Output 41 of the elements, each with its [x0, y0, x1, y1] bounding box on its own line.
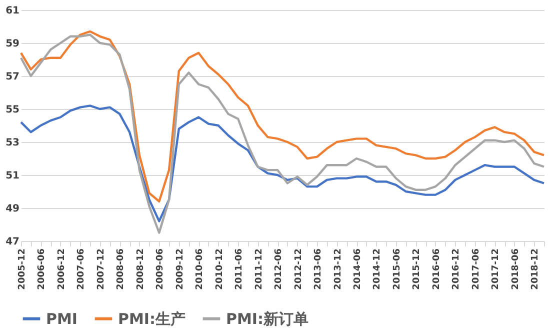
x-tick-label: 2012-06: [274, 248, 284, 290]
y-tick-label: 55: [6, 104, 20, 116]
y-tick-label: 47: [6, 236, 20, 248]
x-tick-label: 2013-12: [333, 248, 344, 290]
y-tick-label: 57: [6, 72, 20, 82]
x-tick-label: 2016-12: [452, 248, 462, 290]
x-tick-label: 2007-12: [96, 248, 106, 290]
legend-label: PMI: [46, 310, 78, 328]
x-tick-label: 2011-12: [254, 248, 264, 290]
x-tick-label: 2009-12: [175, 248, 186, 290]
legend-label: PMI:生产: [118, 310, 186, 328]
y-tick-label: 59: [6, 38, 20, 50]
line-series: [20, 30, 546, 202]
x-tick-label: 2018-12: [530, 248, 541, 290]
x-tick-label: 2018-06: [510, 248, 521, 290]
x-tick-label: 2013-06: [314, 248, 324, 290]
x-tick-label: 2010-06: [195, 248, 206, 290]
x-tick-label: 2009-06: [156, 248, 166, 290]
x-tick-label: 2014-12: [372, 248, 383, 290]
x-tick-label: 2015-12: [412, 248, 422, 290]
x-tick-label: 2011-06: [234, 248, 245, 290]
line-series: [20, 34, 546, 234]
x-tick-label: 2010-12: [214, 248, 225, 290]
line-series: [20, 104, 546, 222]
y-tick-label: 61: [6, 6, 20, 16]
x-tick-label: 2008-06: [116, 248, 126, 290]
x-tick-label: 2005-12: [18, 248, 28, 290]
legend-label: PMI:新订单: [226, 310, 308, 328]
x-tick-label: 2015-06: [392, 248, 402, 290]
y-tick-label: 51: [6, 170, 20, 182]
x-tick-label: 2014-06: [353, 248, 364, 290]
x-tick-label: 2006-06: [37, 248, 48, 290]
y-tick-label: 49: [6, 204, 20, 214]
y-tick-label: 53: [6, 138, 20, 148]
x-tick-label: 2012-12: [294, 248, 304, 290]
x-tick-label: 2017-06: [471, 248, 482, 290]
x-tick-label: 2008-12: [136, 248, 146, 290]
x-tick-label: 2006-12: [56, 248, 67, 290]
x-tick-label: 2007-06: [76, 248, 87, 290]
x-tick-label: 2017-12: [491, 248, 502, 290]
x-tick-label: 2016-06: [432, 248, 442, 290]
